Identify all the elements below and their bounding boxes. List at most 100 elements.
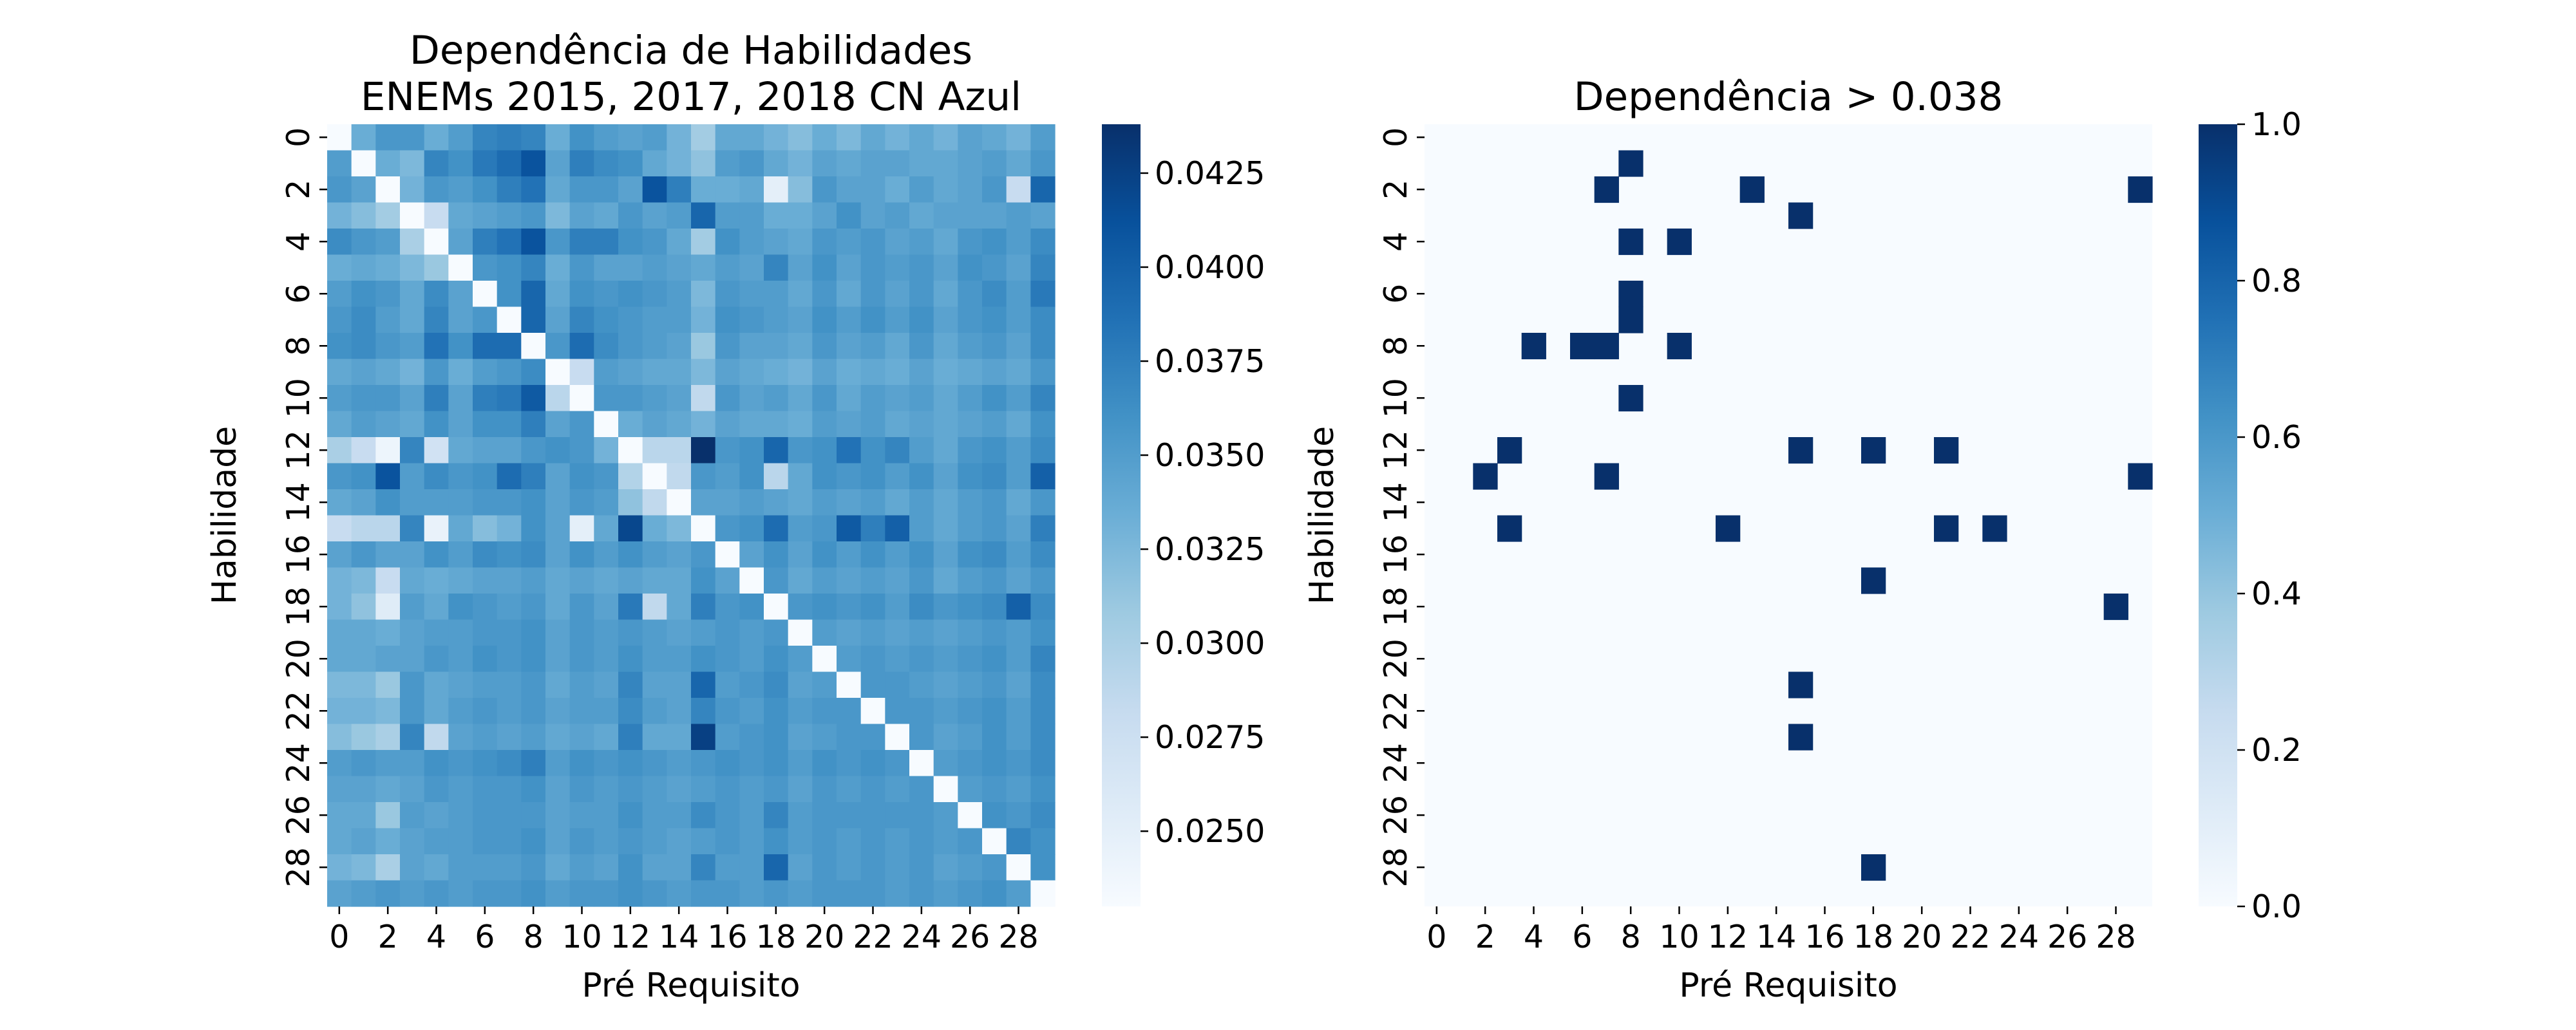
heatmap-cell (837, 880, 862, 907)
heatmap-cell (1030, 515, 1056, 542)
heatmap-cell (618, 854, 643, 881)
heatmap-cell (521, 463, 546, 490)
heatmap-cell (691, 724, 716, 751)
heatmap-cell (837, 229, 862, 256)
heatmap-cell (448, 515, 473, 542)
heatmap-cell (933, 802, 958, 829)
heatmap-cell (715, 541, 740, 568)
heatmap-cell (739, 646, 764, 673)
heatmap-cell (764, 306, 789, 333)
heatmap-cell (400, 802, 425, 829)
heatmap-cell (1030, 124, 1056, 151)
heatmap-cell (812, 698, 837, 725)
y-tick-label: 0 (280, 127, 317, 147)
heatmap-cell (909, 281, 934, 308)
heatmap-cell (1006, 698, 1031, 725)
heatmap-cell (837, 306, 862, 333)
heatmap-cell (521, 828, 546, 855)
heatmap-cell (1006, 802, 1031, 829)
heatmap-cell (497, 750, 522, 777)
heatmap-cell (715, 489, 740, 516)
heatmap-cell (860, 229, 886, 256)
heatmap-cell (982, 880, 1007, 907)
heatmap-cell (691, 333, 716, 360)
heatmap-cell (933, 567, 958, 594)
heatmap-cell (497, 515, 522, 542)
heatmap-cell (788, 724, 813, 751)
heatmap-cell (642, 541, 667, 568)
heatmap-cell (909, 515, 934, 542)
y-tick-label: 20 (1378, 639, 1414, 679)
heatmap-cell (837, 359, 862, 386)
heatmap-cell (837, 385, 862, 412)
heatmap-cell (788, 150, 813, 177)
heatmap-cell (448, 359, 473, 386)
chart-title: Dependência > 0.038 (1574, 74, 2003, 120)
heatmap-cell (933, 281, 958, 308)
heatmap-cell (837, 281, 862, 308)
heatmap-cell (642, 671, 667, 698)
x-axis-label: Pré Requisito (1679, 966, 1897, 1005)
heatmap-cell (667, 463, 692, 490)
heatmap-cell (837, 463, 862, 490)
heatmap-cell (982, 254, 1007, 281)
heatmap-cell (327, 176, 352, 203)
heatmap-cell (497, 306, 522, 333)
heatmap-cell (885, 750, 910, 777)
heatmap-cell (375, 281, 401, 308)
heatmap-cell (909, 567, 934, 594)
heatmap-cell (521, 802, 546, 829)
heatmap-cell (327, 802, 352, 829)
heatmap-cell (497, 463, 522, 490)
heatmap-cell (739, 594, 764, 621)
heatmap-cell (667, 854, 692, 881)
heatmap-cell (739, 124, 764, 151)
heatmap-cell (1030, 698, 1056, 725)
heatmap-cell (933, 176, 958, 203)
heatmap-cell (837, 567, 862, 594)
x-tick-label: 8 (1621, 919, 1641, 955)
heatmap-cell (958, 671, 983, 698)
heatmap-cell (812, 229, 837, 256)
heatmap-cell (788, 229, 813, 256)
heatmap-cell (812, 202, 837, 229)
heatmap-cell (594, 619, 619, 646)
heatmap-cell (812, 619, 837, 646)
heatmap-cell (691, 176, 716, 203)
heatmap-cell (909, 437, 934, 464)
heatmap-cell (424, 463, 449, 490)
heatmap-cell (375, 254, 401, 281)
heatmap-cell (1006, 385, 1031, 412)
heatmap-cell (569, 594, 594, 621)
heatmap-cell (1570, 333, 1595, 360)
heatmap-cell (473, 854, 498, 881)
heatmap-cell (691, 489, 716, 516)
heatmap-cell (860, 619, 886, 646)
heatmap-cell (448, 828, 473, 855)
heatmap-cell (424, 854, 449, 881)
heatmap-cell (860, 515, 886, 542)
heatmap-cell (837, 411, 862, 438)
heatmap-cell (375, 202, 401, 229)
heatmap-cell (594, 489, 619, 516)
heatmap-cell (400, 437, 425, 464)
heatmap-cell (933, 333, 958, 360)
heatmap-cell (958, 437, 983, 464)
heatmap-cell (618, 385, 643, 412)
heatmap-cell (569, 776, 594, 803)
heatmap-cell (764, 594, 789, 621)
heatmap-cell (667, 828, 692, 855)
heatmap-cell (812, 150, 837, 177)
heatmap-cell (667, 515, 692, 542)
heatmap-cell (812, 880, 837, 907)
heatmap-cell (642, 254, 667, 281)
heatmap-cell (739, 176, 764, 203)
heatmap-cell (885, 567, 910, 594)
y-tick-label: 12 (1378, 430, 1414, 470)
heatmap-cell (764, 333, 789, 360)
heatmap-cell (958, 229, 983, 256)
heatmap-cell (667, 724, 692, 751)
heatmap-cell (764, 567, 789, 594)
heatmap-cell (521, 776, 546, 803)
heatmap-cell (642, 724, 667, 751)
